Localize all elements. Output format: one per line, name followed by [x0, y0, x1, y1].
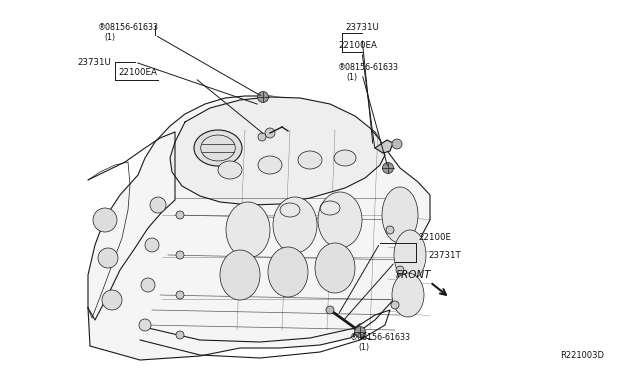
Text: (1): (1)	[104, 33, 115, 42]
Ellipse shape	[382, 187, 418, 243]
Text: ®08156-61633: ®08156-61633	[98, 23, 159, 32]
Text: 23731T: 23731T	[428, 251, 461, 260]
Polygon shape	[375, 140, 393, 153]
Ellipse shape	[258, 156, 282, 174]
Circle shape	[396, 266, 404, 274]
Ellipse shape	[273, 197, 317, 253]
Ellipse shape	[298, 151, 322, 169]
Circle shape	[383, 163, 394, 173]
Text: ®08156-61633: ®08156-61633	[338, 63, 399, 72]
Text: (1): (1)	[358, 343, 369, 352]
Circle shape	[326, 306, 334, 314]
Circle shape	[141, 278, 155, 292]
Text: FRONT: FRONT	[396, 270, 431, 280]
Polygon shape	[88, 96, 430, 360]
Polygon shape	[170, 97, 385, 205]
Ellipse shape	[394, 230, 426, 280]
Circle shape	[257, 92, 269, 103]
Text: 22100EA: 22100EA	[118, 68, 157, 77]
Ellipse shape	[226, 202, 270, 258]
Ellipse shape	[315, 243, 355, 293]
Circle shape	[176, 211, 184, 219]
Text: ®08156-61633: ®08156-61633	[350, 333, 411, 342]
Circle shape	[176, 251, 184, 259]
Text: 23731U: 23731U	[77, 58, 111, 67]
Circle shape	[145, 238, 159, 252]
Text: 22100E: 22100E	[418, 233, 451, 242]
Text: 23731U: 23731U	[345, 23, 379, 32]
Circle shape	[391, 301, 399, 309]
Circle shape	[98, 248, 118, 268]
Circle shape	[176, 331, 184, 339]
Ellipse shape	[220, 250, 260, 300]
Text: 22100EA: 22100EA	[338, 41, 377, 50]
Circle shape	[93, 208, 117, 232]
Circle shape	[176, 291, 184, 299]
Ellipse shape	[392, 273, 424, 317]
Circle shape	[139, 319, 151, 331]
Circle shape	[265, 128, 275, 138]
Ellipse shape	[218, 161, 242, 179]
Ellipse shape	[194, 130, 242, 166]
Text: (1): (1)	[346, 73, 357, 82]
Circle shape	[258, 133, 266, 141]
Circle shape	[150, 197, 166, 213]
Ellipse shape	[268, 247, 308, 297]
Ellipse shape	[318, 192, 362, 248]
Circle shape	[392, 139, 402, 149]
Circle shape	[102, 290, 122, 310]
Circle shape	[386, 226, 394, 234]
Circle shape	[355, 327, 365, 337]
Ellipse shape	[334, 150, 356, 166]
Text: R221003D: R221003D	[560, 351, 604, 360]
